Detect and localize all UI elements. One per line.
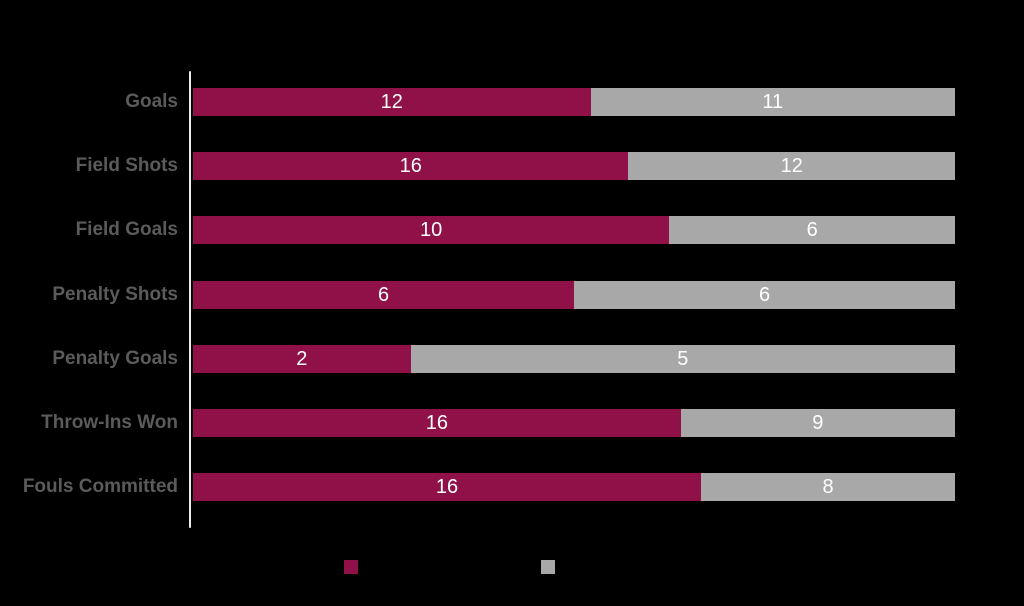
category-label: Fouls Committed xyxy=(22,476,178,497)
bar-segment-gray: 6 xyxy=(574,281,955,309)
bar-segment-maroon: 16 xyxy=(193,473,701,501)
bar-value-label: 10 xyxy=(420,219,443,241)
bar-segment-gray: 12 xyxy=(628,152,955,180)
bar-segment-gray: 9 xyxy=(680,409,955,437)
bar-value-label: 5 xyxy=(677,348,689,370)
bar-segment-gray: 11 xyxy=(590,88,955,116)
bar-value-label: 16 xyxy=(435,476,459,498)
bar-value-label: 6 xyxy=(806,219,818,241)
bar-segment-gray: 6 xyxy=(669,216,955,244)
bar-segment-maroon: 10 xyxy=(193,216,670,244)
category-label: Throw-Ins Won xyxy=(41,412,178,433)
bar-row: 12 11 xyxy=(193,88,955,116)
bar-value-label: 6 xyxy=(377,284,390,306)
category-label: Goals xyxy=(125,91,178,112)
bar-segment-gray: 5 xyxy=(410,345,955,373)
bar-row: 10 6 xyxy=(193,216,955,244)
bar-value-label: 16 xyxy=(425,412,448,434)
bar-row: 16 9 xyxy=(193,409,955,437)
bar-value-label: 12 xyxy=(380,91,403,113)
bar-segment-maroon: 6 xyxy=(193,281,574,309)
bar-value-label: 16 xyxy=(399,155,422,177)
bar-value-label: 11 xyxy=(762,91,784,113)
bar-segment-maroon: 12 xyxy=(193,88,591,116)
legend-swatch-gray xyxy=(541,560,555,574)
bar-segment-maroon: 2 xyxy=(193,345,411,373)
bar-row: 16 12 xyxy=(193,152,955,180)
category-label: Penalty Goals xyxy=(52,348,178,369)
bar-segment-maroon: 16 xyxy=(193,409,681,437)
bar-segment-maroon: 16 xyxy=(193,152,629,180)
legend-swatch-maroon xyxy=(344,560,358,574)
y-axis-line xyxy=(189,71,191,528)
bar-segment-gray: 8 xyxy=(701,473,955,501)
category-label: Field Shots xyxy=(75,155,178,176)
category-label: Field Goals xyxy=(75,219,178,240)
category-label: Penalty Shots xyxy=(52,284,178,305)
bar-row: 16 8 xyxy=(193,473,955,501)
bar-value-label: 2 xyxy=(296,348,308,370)
bar-value-label: 8 xyxy=(822,476,834,498)
legend xyxy=(0,560,1024,574)
bar-value-label: 12 xyxy=(780,155,803,177)
bar-value-label: 9 xyxy=(812,412,824,434)
bar-value-label: 6 xyxy=(758,284,771,306)
